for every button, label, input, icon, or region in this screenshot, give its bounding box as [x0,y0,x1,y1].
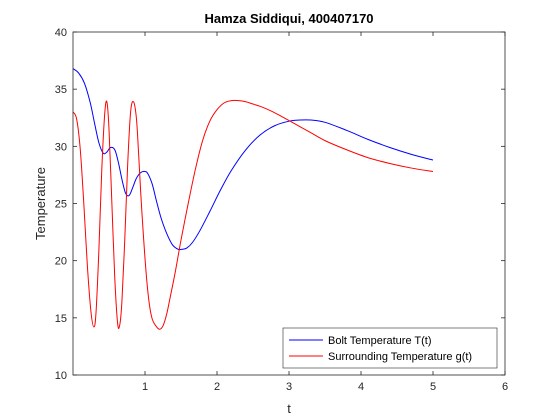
y-tick-label: 15 [55,313,67,325]
x-tick-label: 5 [430,381,436,393]
plot-area [73,32,505,375]
y-axis-label: Temperature [33,167,48,240]
x-tick-label: 6 [502,381,508,393]
x-tick-label: 3 [286,381,292,393]
y-tick-label: 25 [55,199,67,211]
y-tick-label: 20 [55,256,67,268]
series-layer [72,68,434,330]
y-tick-label: 35 [55,84,67,96]
y-tick-label: 40 [55,27,67,39]
chart-title: Hamza Siddiqui, 400407170 [204,11,373,26]
x-tick-label: 2 [214,381,220,393]
legend-box [282,327,498,369]
series-line-bolt-temperature [72,68,434,251]
y-tick-label: 30 [55,141,67,153]
ticks-layer: 1 2 3 4 5 6 10 15 20 25 30 35 40 [55,27,508,393]
series-line-surrounding-temperature [72,99,434,330]
legend-entry-label: Surrounding Temperature g(t) [328,351,472,363]
x-tick-label: 4 [358,381,364,393]
y-tick-label: 10 [55,370,67,382]
x-tick-label: 1 [142,381,148,393]
x-axis-label: t [287,401,291,416]
legend-entry-label: Bolt Temperature T(t) [328,335,432,347]
legend: Bolt Temperature T(t) Surrounding Tempera… [282,327,498,369]
